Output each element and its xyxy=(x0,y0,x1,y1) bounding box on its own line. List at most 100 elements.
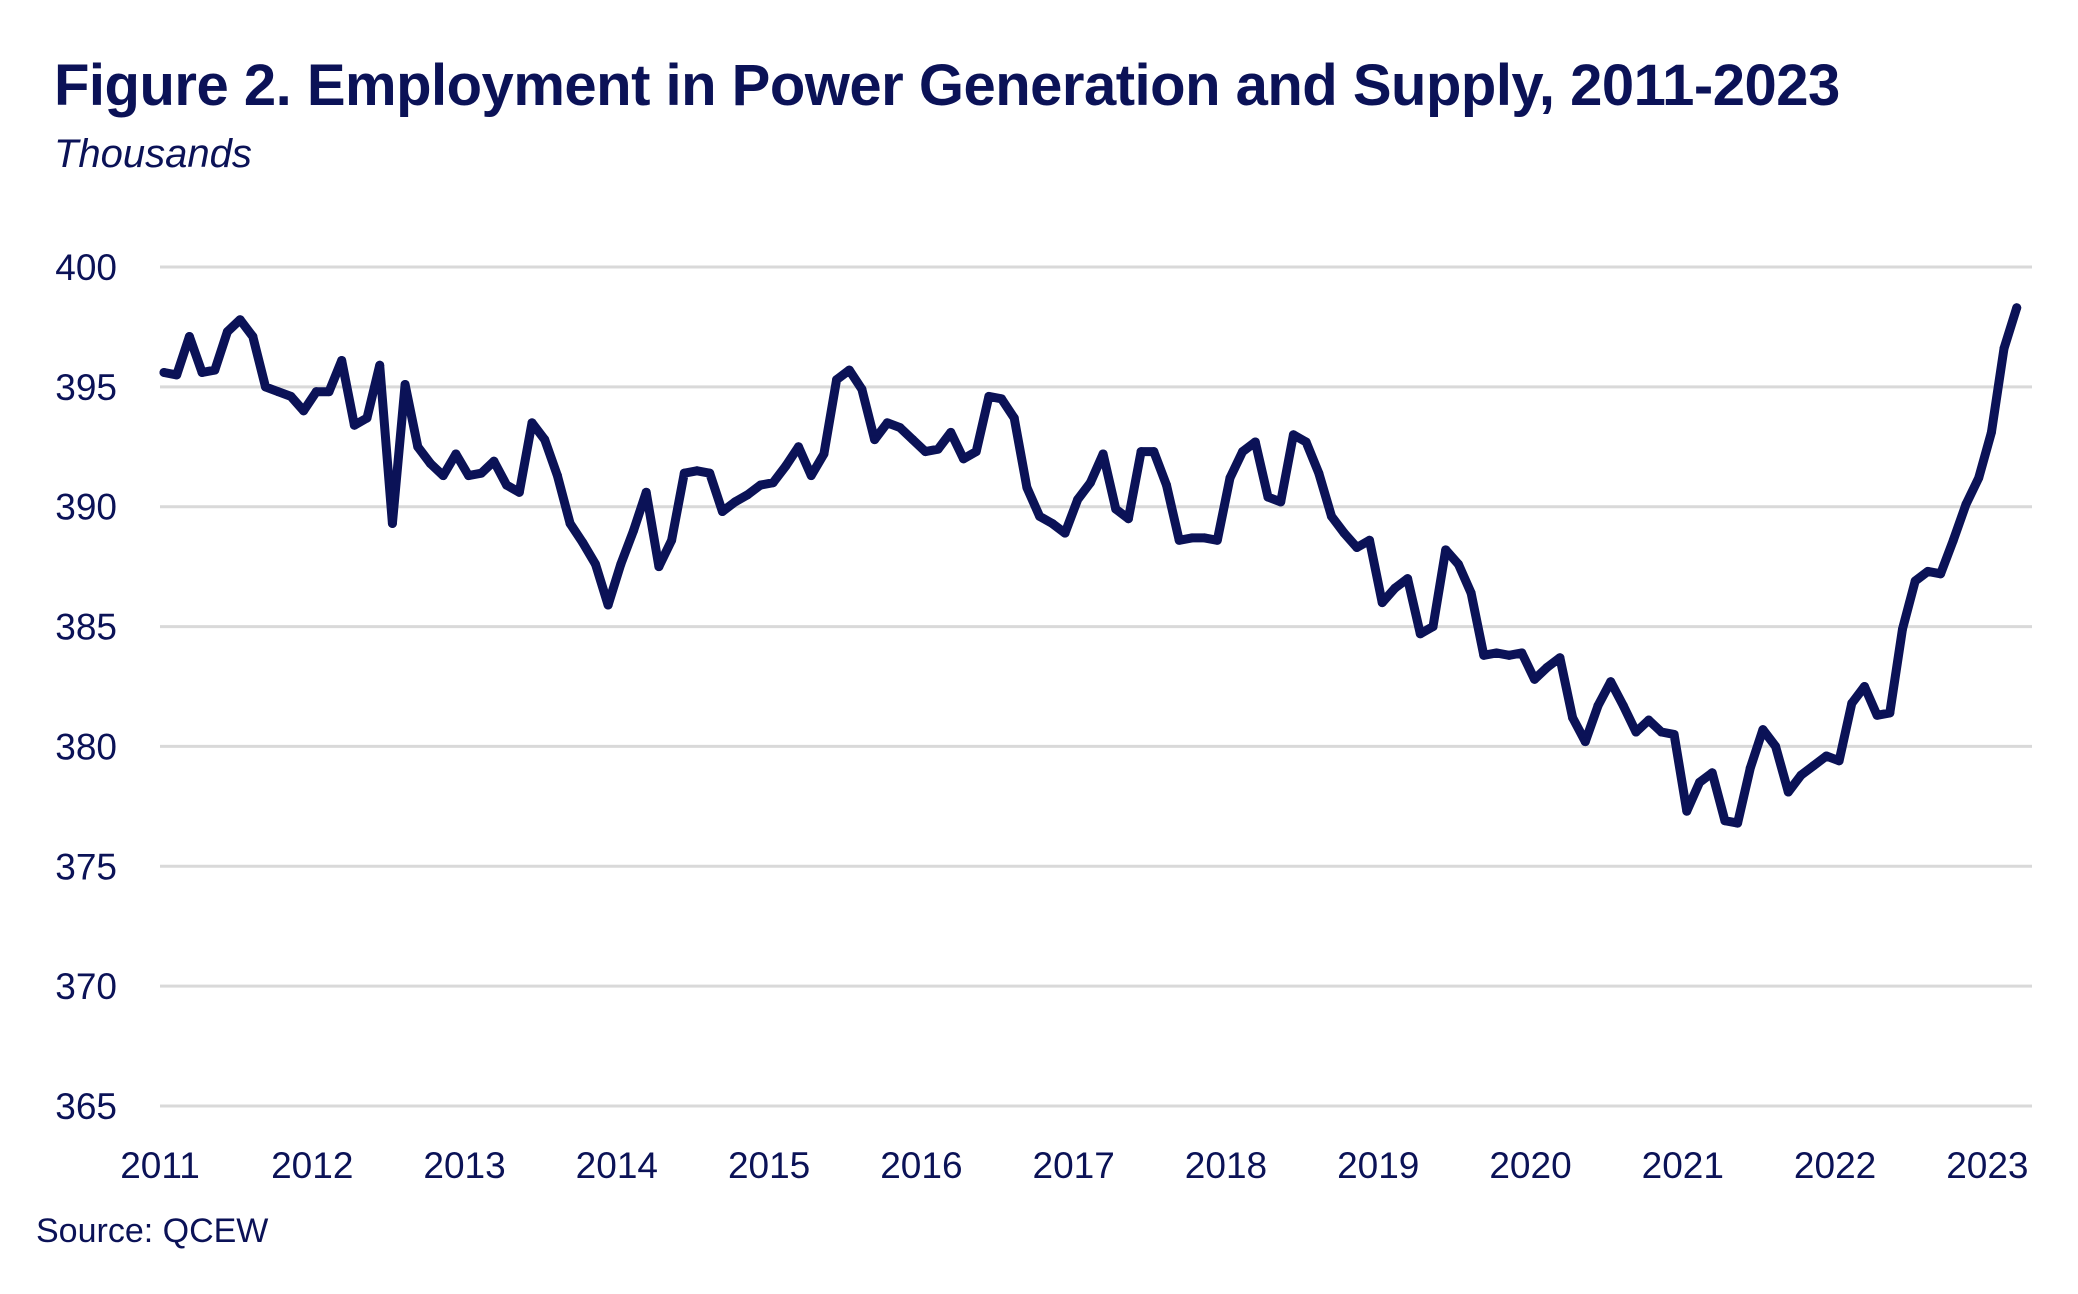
data-point xyxy=(997,394,1007,404)
data-point xyxy=(641,487,651,497)
gridlines xyxy=(160,265,2032,1108)
data-point xyxy=(235,315,245,325)
data-point xyxy=(1834,756,1844,766)
data-point xyxy=(210,365,220,375)
y-tick-label: 385 xyxy=(55,607,117,648)
data-point xyxy=(1910,576,1920,586)
data-point xyxy=(1898,624,1908,634)
data-point xyxy=(1238,447,1248,457)
data-point xyxy=(1682,806,1692,816)
data-point xyxy=(1009,413,1019,423)
x-tick-label: 2014 xyxy=(576,1145,658,1186)
data-point xyxy=(1733,818,1743,828)
data-point xyxy=(489,456,499,466)
data-point xyxy=(1466,588,1476,598)
data-point xyxy=(337,355,347,365)
y-axis-ticks: 400 395 390 385 380 375 370 365 xyxy=(55,247,117,1127)
data-point xyxy=(1453,559,1463,569)
data-point xyxy=(730,497,740,507)
data-point xyxy=(1606,677,1616,687)
data-point xyxy=(1314,468,1324,478)
data-point xyxy=(413,442,423,452)
x-axis-ticks: 2011 2012 2013 2014 2015 2016 2017 2018 2019 2020… xyxy=(120,1145,2028,1186)
data-point xyxy=(552,471,562,481)
data-point xyxy=(299,406,309,416)
data-point xyxy=(1263,492,1273,502)
data-point xyxy=(1225,473,1235,483)
data-point xyxy=(1352,542,1362,552)
data-point xyxy=(425,459,435,469)
data-point xyxy=(184,332,194,342)
data-point xyxy=(1200,533,1210,543)
data-point xyxy=(1162,480,1172,490)
data-point xyxy=(1111,504,1121,514)
data-point xyxy=(286,391,296,401)
data-point xyxy=(1974,473,1984,483)
data-point xyxy=(1098,449,1108,459)
data-point xyxy=(261,382,271,392)
data-point xyxy=(1656,727,1666,737)
data-point xyxy=(1542,662,1552,672)
data-point xyxy=(1530,674,1540,684)
data-point xyxy=(1479,650,1489,660)
data-point xyxy=(1644,715,1654,725)
data-point xyxy=(1783,787,1793,797)
data-point xyxy=(1847,698,1857,708)
data-point xyxy=(908,435,918,445)
data-point xyxy=(1568,713,1578,723)
data-point xyxy=(819,449,829,459)
data-point xyxy=(451,449,461,459)
data-point xyxy=(768,478,778,488)
x-tick-label: 2023 xyxy=(1946,1145,2028,1186)
data-point xyxy=(514,487,524,497)
data-point xyxy=(362,413,372,423)
data-point xyxy=(717,507,727,517)
data-point xyxy=(1288,430,1298,440)
data-point xyxy=(1403,574,1413,584)
data-point xyxy=(1694,777,1704,787)
data-point xyxy=(1771,741,1781,751)
data-point xyxy=(400,379,410,389)
chart-subtitle: Thousands xyxy=(54,132,252,176)
data-point xyxy=(933,444,943,454)
data-point xyxy=(857,384,867,394)
x-tick-label: 2017 xyxy=(1033,1145,1115,1186)
data-point xyxy=(464,471,474,481)
y-tick-label: 400 xyxy=(55,247,117,288)
data-point xyxy=(273,387,283,397)
chart-title: Figure 2. Employment in Power Generation… xyxy=(54,53,1840,118)
data-point xyxy=(1504,650,1514,660)
data-point xyxy=(920,447,930,457)
data-point xyxy=(1809,761,1819,771)
data-point xyxy=(743,490,753,500)
data-point xyxy=(1618,701,1628,711)
x-tick-label: 2013 xyxy=(423,1145,505,1186)
data-point xyxy=(1276,497,1286,507)
data-point xyxy=(1250,437,1260,447)
data-point xyxy=(1123,514,1133,524)
data-point xyxy=(1707,768,1717,778)
x-tick-label: 2021 xyxy=(1642,1145,1724,1186)
data-point xyxy=(971,447,981,457)
x-tick-label: 2012 xyxy=(271,1145,353,1186)
data-point xyxy=(590,559,600,569)
data-point xyxy=(540,435,550,445)
data-point xyxy=(1212,535,1222,545)
data-point xyxy=(197,367,207,377)
data-point xyxy=(502,480,512,490)
x-tick-label: 2018 xyxy=(1185,1145,1267,1186)
data-point xyxy=(1669,729,1679,739)
data-point xyxy=(1517,648,1527,658)
data-point xyxy=(1631,727,1641,737)
data-point xyxy=(1085,478,1095,488)
data-point xyxy=(946,427,956,437)
data-point xyxy=(603,600,613,610)
x-tick-label: 2011 xyxy=(120,1145,200,1186)
data-point xyxy=(1986,427,1996,437)
data-point xyxy=(1301,437,1311,447)
data-point xyxy=(324,387,334,397)
data-point xyxy=(1187,533,1197,543)
data-point xyxy=(1390,583,1400,593)
data-point xyxy=(705,468,715,478)
data-point xyxy=(527,418,537,428)
